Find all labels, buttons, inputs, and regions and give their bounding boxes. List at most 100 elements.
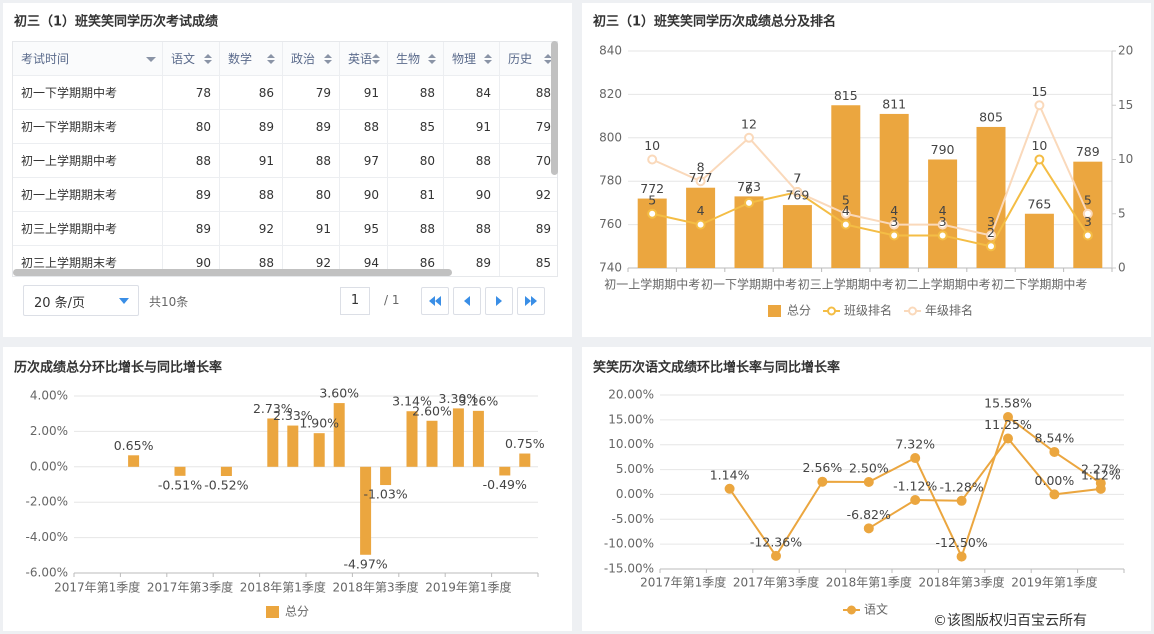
point — [863, 523, 874, 534]
bar — [406, 411, 418, 467]
data-label: 3 — [939, 214, 947, 229]
table-cell: 79 — [283, 76, 340, 110]
column-header[interactable]: 物理 — [444, 42, 500, 76]
data-label: 12 — [741, 116, 757, 131]
table-cell: 88 — [500, 76, 557, 110]
data-label: 790 — [931, 142, 955, 157]
point — [647, 208, 658, 219]
x-tick-label: 初二上学期期中考 — [895, 277, 991, 292]
y-tick-label: -4.00% — [26, 530, 68, 544]
table-cell: 91 — [340, 76, 388, 110]
bar — [174, 466, 186, 476]
column-header[interactable]: 生物 — [388, 42, 444, 76]
point — [937, 230, 948, 241]
table-cell: 88 — [283, 144, 340, 178]
bar — [426, 420, 438, 467]
header-text: 英语 — [348, 52, 373, 66]
data-label: -6.82% — [847, 507, 891, 522]
point — [817, 476, 828, 487]
scrollbar[interactable] — [13, 269, 452, 276]
legend-swatch — [908, 306, 918, 316]
data-label: 2.56% — [803, 460, 843, 475]
data-label: 1.90% — [299, 416, 339, 431]
data-label: -12.50% — [936, 535, 988, 550]
x-tick-label: 2018年第1季度 — [240, 580, 326, 595]
point — [1003, 411, 1013, 422]
bar — [313, 433, 325, 467]
column-header[interactable]: 语文 — [163, 42, 220, 76]
header-text: 历史 — [508, 52, 533, 66]
bar — [267, 418, 279, 467]
icon — [429, 296, 441, 306]
header-text: 生物 — [396, 52, 421, 66]
bar — [879, 113, 909, 269]
table-cell: 初一下学期期中考 — [13, 76, 163, 110]
point — [771, 550, 781, 561]
x-tick-label: 初一上学期期中考 — [604, 277, 700, 292]
point — [986, 230, 996, 241]
data-label: 7.32% — [895, 437, 935, 452]
y-tick-label: 5.00% — [616, 462, 654, 476]
data-label: 15 — [1031, 84, 1047, 99]
first-page[interactable] — [421, 287, 449, 315]
table-cell: 88 — [444, 144, 500, 178]
table-title: 初三（1）班笑笑同学历次考试成绩 — [14, 14, 218, 30]
data-label: 1.14% — [710, 467, 750, 482]
bar — [360, 466, 372, 555]
column-header[interactable]: 英语 — [340, 42, 388, 76]
data-label: -1.28% — [939, 479, 983, 494]
table-cell: 91 — [283, 212, 340, 246]
y-tick-label: 15.00% — [608, 412, 654, 426]
point — [1082, 208, 1093, 219]
page-size-select[interactable]: 20 条/页 — [23, 285, 139, 316]
legend-label: 总分 — [285, 605, 309, 619]
column-header[interactable]: 考试时间 — [13, 42, 163, 76]
y-tick-label: 760 — [599, 217, 622, 231]
legend-label: 年级排名 — [925, 303, 973, 318]
column-header[interactable]: 历史 — [500, 42, 557, 76]
point — [1034, 154, 1045, 165]
column-header[interactable]: 数学 — [220, 42, 283, 76]
icon — [525, 296, 537, 306]
data-label: 765 — [1027, 196, 1051, 211]
page-input[interactable]: 1 — [340, 287, 370, 315]
scrollbar[interactable] — [551, 41, 558, 175]
last-page[interactable] — [517, 287, 545, 315]
sort-icon — [324, 54, 332, 64]
data-label: 2.33% — [273, 408, 313, 423]
data-label: 2.73% — [253, 401, 293, 416]
point — [863, 477, 874, 487]
line — [651, 102, 1089, 237]
data-label: 10 — [644, 138, 660, 153]
bar — [287, 425, 299, 467]
table-cell: 89 — [500, 212, 557, 246]
point — [744, 132, 754, 143]
data-label: 3 — [987, 214, 995, 229]
point — [1034, 100, 1045, 111]
point — [695, 176, 706, 187]
x-tick-label: 2017年第1季度 — [54, 580, 140, 595]
table-cell: 97 — [340, 144, 388, 178]
data-label: 11.25% — [984, 417, 1032, 432]
y-tick-label: 10.00% — [608, 437, 654, 451]
x-tick-label: 初三上学期期中考 — [798, 277, 894, 292]
table-cell: 70 — [500, 144, 557, 178]
next-page[interactable] — [485, 287, 513, 315]
header-text: 考试时间 — [21, 52, 70, 66]
table-cell: 91 — [220, 144, 283, 178]
data-label: 0.65% — [114, 438, 154, 453]
data-label: 2.60% — [412, 403, 452, 418]
y2-tick-label: 0 — [1118, 261, 1126, 275]
column-header[interactable]: 政治 — [283, 42, 340, 76]
data-label: 5 — [648, 192, 656, 207]
sort-icon — [372, 54, 380, 64]
chart-title: 历次成绩总分环比增长与同比增长率 — [14, 360, 222, 376]
data-label: -12.36% — [750, 534, 802, 549]
data-label: -0.49% — [483, 477, 527, 492]
data-label: 3 — [890, 214, 898, 229]
table-cell: 初一上学期期末考 — [13, 178, 163, 212]
sort-icon — [267, 54, 275, 64]
table-cell: 85 — [500, 246, 557, 276]
prev-page[interactable] — [453, 287, 481, 315]
